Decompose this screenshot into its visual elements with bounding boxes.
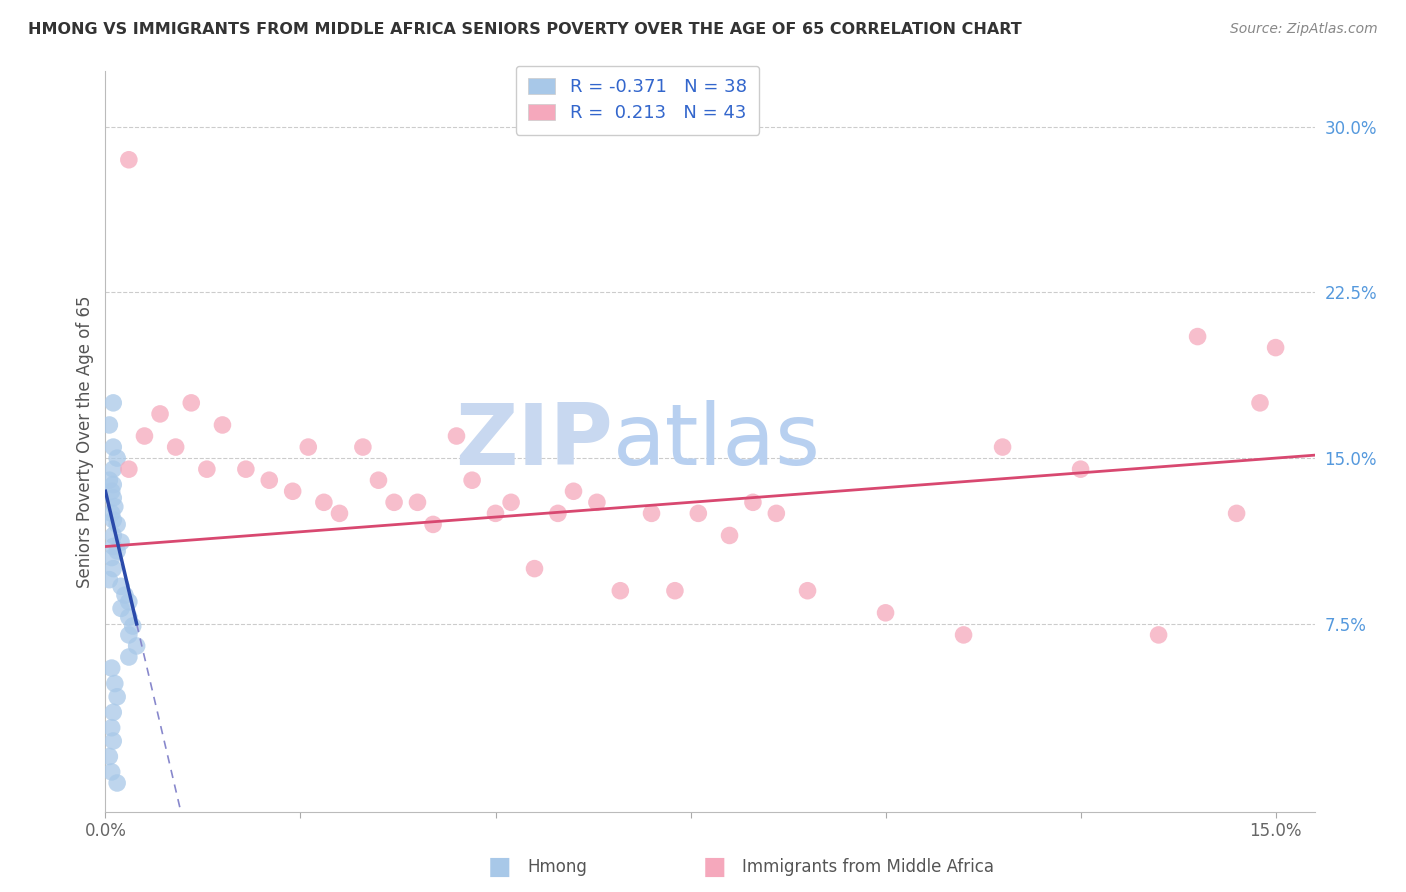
Point (100, 764, 122, 779)
Point (103, 477, 125, 491)
Point (100, 484, 122, 499)
Point (103, 734, 125, 748)
Point (235, 462, 257, 476)
Point (103, 513, 125, 527)
Point (501, 495, 523, 509)
Point (180, 396, 202, 410)
Point (609, 583, 631, 598)
Point (367, 473, 389, 487)
Point (104, 676, 127, 690)
Point (125, 639, 148, 653)
Point (100, 550, 122, 565)
Point (103, 396, 125, 410)
Point (562, 484, 585, 499)
Point (523, 561, 546, 575)
Point (100, 661, 122, 675)
Point (114, 588, 136, 602)
Point (110, 601, 132, 615)
Point (688, 507, 710, 521)
Point (446, 429, 468, 443)
Point (118, 153, 141, 167)
Text: HMONG VS IMMIGRANTS FROM MIDDLE AFRICA SENIORS POVERTY OVER THE AGE OF 65 CORREL: HMONG VS IMMIGRANTS FROM MIDDLE AFRICA S… (28, 22, 1022, 37)
Point (110, 579, 132, 593)
Point (297, 440, 319, 454)
Point (103, 491, 125, 505)
Point (1070, 462, 1092, 476)
Text: Source: ZipAtlas.com: Source: ZipAtlas.com (1230, 22, 1378, 37)
Point (1187, 329, 1209, 343)
Point (1249, 396, 1271, 410)
Point (1264, 341, 1286, 355)
Point (328, 507, 350, 521)
Point (100, 721, 122, 735)
Point (121, 619, 143, 633)
Point (586, 495, 609, 509)
Point (1226, 507, 1249, 521)
Point (640, 507, 662, 521)
Point (105, 544, 128, 558)
Point (718, 528, 741, 542)
Point (352, 440, 374, 454)
Point (103, 462, 125, 476)
Point (103, 706, 125, 720)
Point (382, 495, 405, 509)
Point (875, 606, 897, 620)
Point (312, 495, 335, 509)
Y-axis label: Seniors Poverty Over the Age of 65: Seniors Poverty Over the Age of 65 (76, 295, 94, 588)
Point (406, 495, 429, 509)
Point (118, 595, 141, 609)
Point (461, 473, 484, 487)
Point (422, 517, 444, 532)
Text: ■: ■ (703, 855, 725, 879)
Point (1147, 628, 1170, 642)
Point (952, 628, 974, 642)
Point (105, 776, 128, 790)
Point (765, 507, 787, 521)
Point (105, 517, 128, 532)
Point (281, 484, 304, 499)
Point (165, 440, 187, 454)
Point (664, 583, 686, 598)
Point (103, 540, 125, 554)
Text: Immigrants from Middle Africa: Immigrants from Middle Africa (742, 858, 994, 876)
Point (211, 417, 233, 432)
Point (742, 495, 765, 509)
Text: ■: ■ (488, 855, 510, 879)
Point (103, 440, 125, 454)
Point (104, 500, 127, 514)
Point (98, 473, 121, 487)
Point (105, 690, 128, 704)
Point (110, 535, 132, 549)
Point (105, 451, 128, 466)
Text: ZIP: ZIP (456, 400, 613, 483)
Point (98, 573, 121, 587)
Point (98, 749, 121, 764)
Point (118, 650, 141, 665)
Point (118, 462, 141, 476)
Point (100, 507, 122, 521)
Point (98, 417, 121, 432)
Point (134, 429, 156, 443)
Point (149, 407, 172, 421)
Text: Hmong: Hmong (527, 858, 588, 876)
Point (195, 462, 218, 476)
Point (103, 528, 125, 542)
Point (991, 440, 1014, 454)
Point (118, 628, 141, 642)
Point (796, 583, 818, 598)
Point (547, 507, 569, 521)
Point (484, 507, 506, 521)
Point (103, 561, 125, 575)
Point (259, 473, 281, 487)
Legend: R = -0.371   N = 38, R =  0.213   N = 43: R = -0.371 N = 38, R = 0.213 N = 43 (516, 66, 759, 135)
Point (118, 610, 141, 624)
Text: atlas: atlas (613, 400, 821, 483)
